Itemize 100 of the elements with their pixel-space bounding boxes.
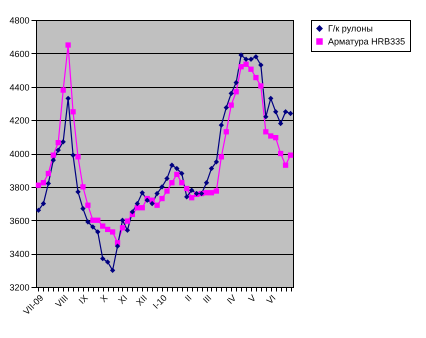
point [75, 189, 81, 195]
point [100, 223, 106, 229]
y-tick-label: 3800 [9, 182, 30, 192]
point [70, 152, 76, 158]
point [288, 152, 294, 158]
point [228, 90, 234, 96]
point [105, 226, 110, 232]
point [224, 129, 229, 134]
point [278, 120, 284, 126]
point [70, 109, 76, 114]
point [46, 180, 51, 186]
point [100, 256, 106, 262]
point [258, 83, 264, 89]
x-tick-label: IX [76, 292, 90, 306]
point [95, 218, 100, 223]
point [159, 184, 165, 190]
point [169, 162, 175, 168]
point [40, 180, 46, 186]
point [273, 109, 278, 114]
x-tick-label: VIII [53, 292, 70, 310]
point [130, 209, 136, 215]
point [179, 180, 184, 186]
point [150, 200, 155, 206]
point [208, 166, 214, 172]
point [56, 140, 61, 146]
point [169, 180, 175, 186]
point [46, 170, 51, 176]
point [224, 104, 229, 110]
point [120, 225, 126, 230]
point [282, 162, 288, 168]
point [234, 89, 239, 94]
point [134, 200, 140, 206]
point [282, 109, 288, 114]
point [60, 87, 66, 93]
x-tick-label: IV [224, 292, 238, 306]
point [204, 190, 210, 196]
point [243, 62, 249, 67]
point [268, 133, 274, 139]
x-tick-label: II [182, 292, 194, 304]
point [238, 64, 244, 70]
point [154, 202, 160, 208]
point [258, 62, 264, 68]
point [174, 172, 180, 178]
x-tick-label: V [246, 292, 258, 304]
point [40, 200, 46, 206]
x-tick-label: XII [134, 292, 150, 308]
point [90, 224, 96, 230]
y-tick-label: 4800 [9, 16, 30, 26]
point [65, 42, 71, 48]
point [263, 129, 268, 134]
point [208, 190, 214, 196]
y-tick-label: 3200 [9, 282, 30, 292]
x-tick-label: I-10 [150, 292, 169, 311]
point [218, 122, 224, 128]
point [110, 229, 116, 235]
point [189, 188, 194, 193]
point [238, 52, 244, 58]
point [105, 259, 110, 265]
y-tick-label: 4600 [9, 48, 30, 59]
point [60, 139, 66, 144]
point [50, 152, 56, 158]
point [228, 102, 234, 108]
point [75, 154, 81, 160]
point [248, 66, 254, 72]
y-tick-label: 3400 [9, 249, 30, 260]
point [90, 218, 96, 223]
point [85, 219, 91, 225]
x-tick-label: III [200, 292, 214, 306]
y-tick-label: 3600 [9, 216, 30, 226]
legend-label: Г/к рулоны [328, 24, 373, 34]
y-tick-label: 4400 [9, 82, 30, 92]
point [189, 195, 194, 200]
point [140, 205, 145, 210]
point [110, 268, 116, 273]
point [278, 150, 284, 156]
x-tick-label: VI [264, 292, 278, 306]
point [218, 154, 224, 160]
point [85, 202, 91, 208]
point [214, 188, 220, 194]
x-tick-label: X [98, 292, 110, 304]
point [80, 184, 86, 190]
point [154, 190, 160, 196]
legend-label: Арматура HRB335 [328, 36, 406, 46]
x-tick-label: XI [116, 292, 130, 306]
point [214, 159, 220, 164]
point [36, 182, 42, 188]
y-tick-label: 4000 [9, 149, 30, 159]
point [234, 80, 239, 86]
point [184, 194, 190, 200]
point [184, 186, 190, 192]
point [114, 243, 120, 249]
point [164, 176, 170, 182]
point [80, 206, 86, 212]
point [273, 135, 278, 140]
point [253, 54, 259, 60]
point [56, 148, 61, 153]
point [50, 158, 56, 163]
point [140, 190, 145, 196]
point [174, 166, 180, 172]
point [134, 205, 140, 210]
